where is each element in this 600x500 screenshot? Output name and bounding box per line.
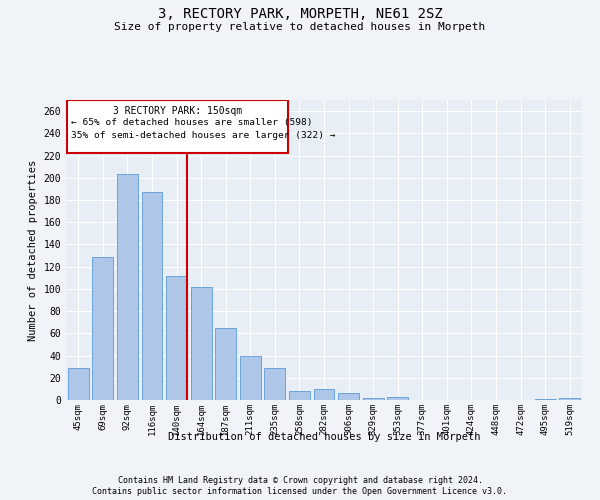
Text: ← 65% of detached houses are smaller (598): ← 65% of detached houses are smaller (59… <box>71 118 313 127</box>
Bar <box>338 394 359 400</box>
Bar <box>68 368 89 400</box>
Y-axis label: Number of detached properties: Number of detached properties <box>28 160 38 340</box>
Text: Contains HM Land Registry data © Crown copyright and database right 2024.: Contains HM Land Registry data © Crown c… <box>118 476 482 485</box>
Bar <box>191 286 212 400</box>
Bar <box>314 389 334 400</box>
Bar <box>289 391 310 400</box>
Text: Distribution of detached houses by size in Morpeth: Distribution of detached houses by size … <box>168 432 480 442</box>
Text: 3, RECTORY PARK, MORPETH, NE61 2SZ: 3, RECTORY PARK, MORPETH, NE61 2SZ <box>158 8 442 22</box>
Bar <box>387 396 408 400</box>
Bar <box>142 192 163 400</box>
Bar <box>240 356 261 400</box>
Text: 3 RECTORY PARK: 150sqm: 3 RECTORY PARK: 150sqm <box>113 106 242 116</box>
Bar <box>265 368 286 400</box>
Bar <box>215 328 236 400</box>
Bar <box>535 399 556 400</box>
Text: Size of property relative to detached houses in Morpeth: Size of property relative to detached ho… <box>115 22 485 32</box>
Bar <box>166 276 187 400</box>
Text: Contains public sector information licensed under the Open Government Licence v3: Contains public sector information licen… <box>92 488 508 496</box>
FancyBboxPatch shape <box>67 100 289 154</box>
Bar <box>92 256 113 400</box>
Bar <box>362 398 383 400</box>
Bar <box>117 174 138 400</box>
Text: 35% of semi-detached houses are larger (322) →: 35% of semi-detached houses are larger (… <box>71 131 335 140</box>
Bar <box>559 398 580 400</box>
